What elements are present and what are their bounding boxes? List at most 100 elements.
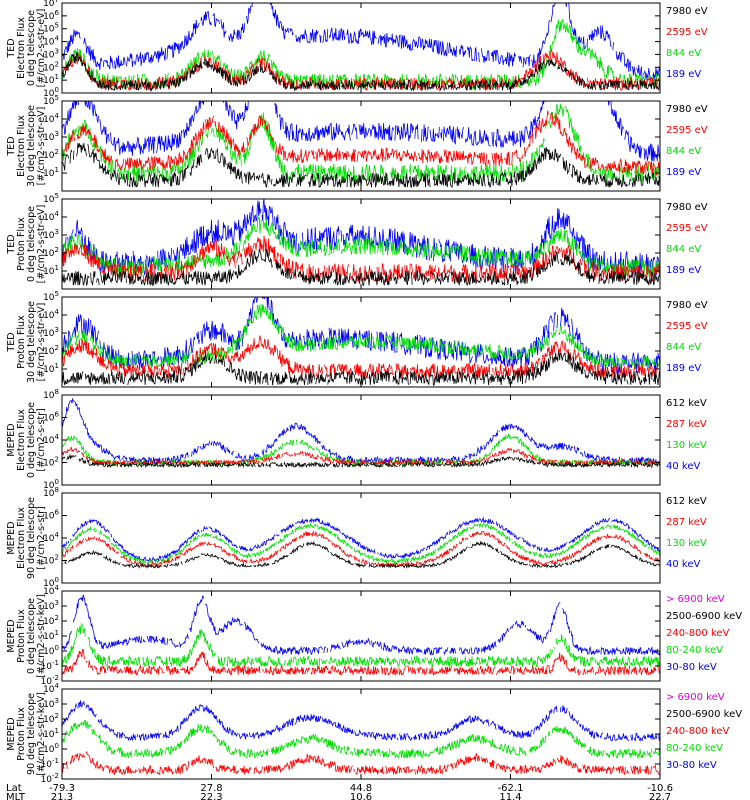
legend-entry: 2595 eV [666,321,708,332]
y-axis-label-line: MEPED [6,423,17,456]
series-group [62,594,660,677]
y-axis-label-line: TED [6,332,17,352]
y-axis-label-line: [#/cm2-s-str] [36,408,47,471]
x-tick-value: -79.3 [49,783,75,794]
legend-entry: 240-800 keV [666,726,730,737]
legend-entry: 130 keV [666,538,707,549]
y-tick-label: 100 [43,576,59,589]
y-tick-label: 101 [43,73,59,86]
y-tick-label: 104 [43,433,59,446]
y-tick-label: 100 [43,742,59,755]
legend-entry: 2595 eV [666,27,708,38]
y-axis-label-line: Electron Flux [16,409,27,471]
panel-frame [61,2,661,94]
legend-entry: 844 eV [666,342,701,353]
legend-entry: 189 eV [666,363,701,374]
series-line-3 [62,751,660,776]
y-tick-label: 107 [43,0,59,9]
y-tick-label: 104 [43,210,59,223]
series-line-2 [62,522,660,565]
y-tick-label: 102 [43,344,59,357]
y-tick-label: 102 [43,456,59,469]
y-axis-label-line: [#/cm2-s-str-eV] [36,9,47,88]
legend-entry: 612 keV [666,398,707,409]
y-tick-label: 101 [43,362,59,375]
y-tick-label: 101 [43,629,59,642]
series-line-1 [62,516,660,562]
legend-entry: 7980 eV [666,202,708,213]
y-tick-label: 100 [43,478,59,491]
y-axis-label: MEPEDElectron Flux0 deg telescope[#/cm2-… [6,402,47,478]
y-tick-label: 106 [43,411,59,424]
y-tick-label: 105 [43,94,59,107]
x-tick-value: 22.3 [200,792,222,800]
x-tick-value: 27.8 [200,783,222,794]
y-tick-label: 106 [43,509,59,522]
legend-entry: 7980 eV [666,104,708,115]
y-tick-label: 102 [43,614,59,627]
legend-entry: 2595 eV [666,223,708,234]
series-line-3 [62,110,660,176]
x-row-label-mlt: MLT [6,792,26,800]
legend-entry: 287 keV [666,419,707,430]
y-axis-label: MEPEDProton Flux0 deg telescope[#/cm2-s-… [6,594,47,678]
x-tick-value: 11.4 [499,792,521,800]
series-line-4 [62,350,660,386]
legend-entry: 7980 eV [666,6,708,17]
y-axis-label-line: Electron Flux [16,17,27,79]
series-line-3 [62,648,660,677]
y-axis-label-line: TED [6,234,17,254]
series-line-2 [62,719,660,760]
series-group [62,101,660,189]
series-line-1 [62,3,660,83]
y-tick-label: 108 [43,486,59,499]
y-tick-label: 10-2 [41,772,59,785]
y-tick-label: 108 [43,388,59,401]
series-line-4 [62,248,660,287]
y-tick-label: 106 [43,9,59,22]
y-axis-label-line: Proton Flux [16,217,27,271]
series-line-4 [62,453,660,469]
y-axis-label: TEDProton Flux0 deg telescope[#/cm2-s-st… [6,205,47,284]
series-line-2 [62,623,660,668]
y-tick-label: 102 [43,246,59,259]
y-axis-label-line: 0 deg telescope [26,10,37,86]
y-axis-label-line: MEPED [6,717,17,750]
y-tick-label: 10-1 [41,757,59,770]
legend-entry: 240-800 keV [666,628,730,639]
y-tick-label: 102 [43,712,59,725]
legend-entry: 80-240 keV [666,645,723,656]
legend-entry: 287 keV [666,517,707,528]
x-tick-value: 21.3 [51,792,73,800]
y-tick-label: 103 [43,599,59,612]
y-axis-label: TEDElectron Flux0 deg telescope[#/cm2-s-… [6,9,47,88]
y-axis-label: TEDElectron Flux30 deg telescope[#/cm2-s… [6,105,47,187]
y-axis-label-line: MEPED [6,619,17,652]
y-axis-label-line: Proton Flux [16,707,27,761]
legend-entry: > 6900 keV [666,692,725,703]
y-axis-label-line: Proton Flux [16,315,27,369]
y-axis-label-line: TED [6,136,17,156]
legend-entry: 189 eV [666,69,701,80]
y-tick-label: 103 [43,47,59,60]
y-tick-label: 102 [43,148,59,161]
series-line-3 [62,335,660,380]
y-axis-label-line: [#/cm2-s-str] [36,506,47,569]
legend-entry: 2500-6900 keV [666,709,742,720]
y-axis-label-line: 30 deg telescope [26,105,37,187]
x-tick-value: -10.6 [647,783,673,794]
x-tick-value: 10.6 [350,792,372,800]
y-axis-label-line: [#/cm2-s-str-eV] [36,205,47,284]
legend-entry: 30-80 keV [666,662,717,673]
y-tick-label: 103 [43,697,59,710]
y-tick-label: 10-1 [41,659,59,672]
panel-frame [61,492,661,584]
y-tick-label: 103 [43,130,59,143]
legend-entry: 189 eV [666,265,701,276]
y-axis-label-line: Electron Flux [16,507,27,569]
